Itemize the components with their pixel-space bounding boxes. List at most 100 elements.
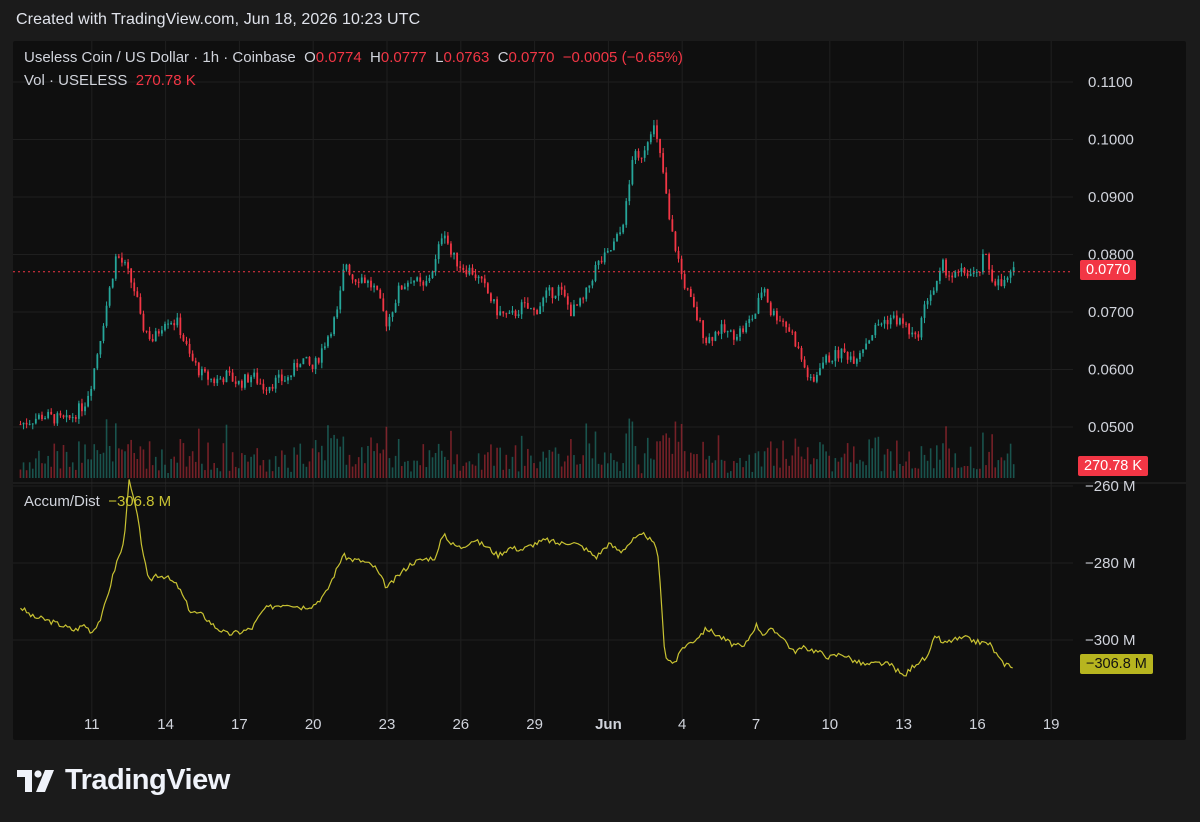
candle-body xyxy=(972,272,975,274)
candle-body xyxy=(582,298,585,300)
volume-bar xyxy=(293,447,295,478)
volume-bar xyxy=(957,467,960,478)
volume-bar xyxy=(342,436,345,478)
candle-body xyxy=(185,340,188,344)
candle-body xyxy=(772,310,775,316)
volume-bar xyxy=(505,454,508,478)
candle-body xyxy=(425,281,428,286)
volume-bar xyxy=(551,451,554,478)
time-tick: 11 xyxy=(84,716,100,733)
volume-bar xyxy=(59,468,62,478)
change-value: −0.0005 (−0.65%) xyxy=(562,49,683,66)
candle-body xyxy=(739,328,741,337)
volume-bar xyxy=(397,439,400,478)
candle-body xyxy=(280,374,283,382)
candle-body xyxy=(637,151,640,158)
volume-bar xyxy=(610,453,612,478)
candle-body xyxy=(440,238,443,245)
volume-bar xyxy=(723,460,726,478)
candle-body xyxy=(877,324,880,326)
candle-body xyxy=(997,279,1000,286)
candle-body xyxy=(299,364,302,368)
candle-body xyxy=(760,292,763,298)
candle-body xyxy=(136,291,139,298)
candle-body xyxy=(121,257,123,263)
candle-body xyxy=(274,377,277,389)
tradingview-logo-icon xyxy=(17,769,54,792)
volume-bar xyxy=(739,457,741,478)
volume-bar xyxy=(19,469,22,478)
candle-body xyxy=(370,280,372,288)
volume-bar xyxy=(926,460,929,478)
volume-bar xyxy=(234,466,237,478)
open-value: 0.0774 xyxy=(315,49,362,66)
volume-bar xyxy=(444,456,446,478)
volume-bar xyxy=(671,453,674,478)
candle-body xyxy=(336,309,339,318)
volume-bar xyxy=(625,433,628,478)
candle-body xyxy=(154,331,157,342)
time-tick: 23 xyxy=(379,716,396,733)
volume-legend: Vol · USELESS 270.78 K xyxy=(24,72,196,89)
volume-bar xyxy=(262,459,265,478)
volume-bar xyxy=(785,458,787,478)
price-tick: 0.0600 xyxy=(1088,362,1134,379)
candle-body xyxy=(539,306,542,314)
candle-body xyxy=(213,378,216,384)
volume-bar xyxy=(527,448,529,478)
candle-body xyxy=(530,308,532,310)
candle-body xyxy=(880,323,883,325)
candle-body xyxy=(296,363,299,368)
candle-body xyxy=(613,241,615,251)
candle-body xyxy=(127,262,129,269)
volume-bar xyxy=(314,440,317,478)
candle-body xyxy=(287,377,289,381)
candle-body xyxy=(240,380,243,388)
time-tick: 19 xyxy=(1043,716,1060,733)
candle-body xyxy=(920,317,923,338)
candle-body xyxy=(588,285,591,288)
volume-bar xyxy=(708,455,711,478)
volume-bar xyxy=(237,468,240,478)
candle-body xyxy=(453,252,455,255)
candle-body xyxy=(188,343,191,354)
volume-bar xyxy=(222,443,225,478)
candle-body xyxy=(585,287,588,299)
candle-body xyxy=(348,264,351,275)
candle-body xyxy=(41,414,43,420)
candle-body xyxy=(935,280,938,291)
candle-body xyxy=(333,317,336,335)
high-label: H xyxy=(370,49,381,66)
candle-body xyxy=(886,319,889,325)
candle-body xyxy=(268,386,271,391)
volume-bar xyxy=(809,464,812,478)
candle-body xyxy=(942,259,944,271)
volume-bar xyxy=(699,473,701,478)
volume-bar xyxy=(726,472,729,478)
volume-bar xyxy=(25,470,28,478)
volume-bar xyxy=(822,444,824,478)
candle-body xyxy=(855,359,858,364)
candle-body xyxy=(465,269,468,275)
candle-body xyxy=(945,259,947,276)
ad-tick: −280 M xyxy=(1085,555,1135,572)
candle-body xyxy=(665,172,668,194)
volume-bar xyxy=(622,463,624,478)
volume-bar xyxy=(477,453,480,478)
tradingview-logo[interactable]: TradingView xyxy=(17,764,230,797)
tradingview-brand: TradingView xyxy=(65,764,230,796)
volume-bar xyxy=(357,457,360,478)
candle-body xyxy=(803,359,806,368)
candle-body xyxy=(179,317,182,336)
volume-bar xyxy=(90,459,92,478)
volume-bar xyxy=(776,448,778,478)
candle-body xyxy=(148,331,151,339)
chart-svg[interactable]: 0.1100 0.1000 0.0900 0.0800 0.0700 0.0600 0.05… xyxy=(13,41,1186,740)
candle-body xyxy=(843,348,846,352)
high-value: 0.0777 xyxy=(380,49,427,66)
chart-area[interactable]: 0.1100 0.1000 0.0900 0.0800 0.0700 0.0600 0.05… xyxy=(13,41,1186,740)
candle-body xyxy=(917,334,920,338)
candle-body xyxy=(640,157,643,159)
candle-body xyxy=(914,332,917,335)
candle-body xyxy=(450,243,452,255)
